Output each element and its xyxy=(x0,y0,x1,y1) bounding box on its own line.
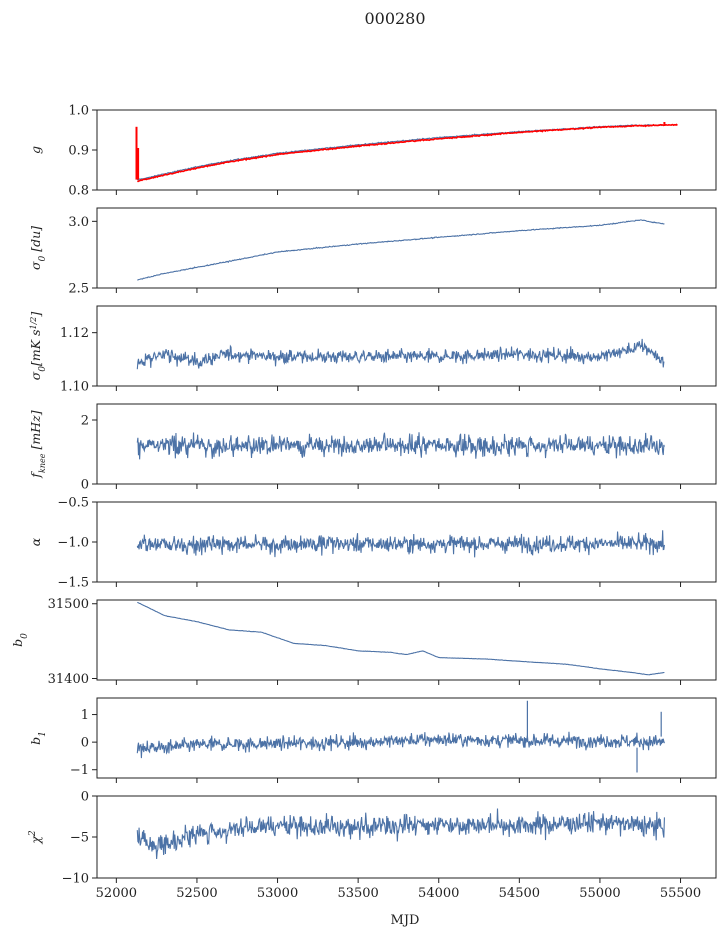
panel-2: 2.5 3.0 σ0 [du] xyxy=(28,207,717,297)
y-tick-label: 1.10 xyxy=(60,380,89,395)
panel-7: −1 0 1 b1 xyxy=(28,697,717,783)
y-tick-label: 1.12 xyxy=(60,326,89,341)
y-tick-label: 2 xyxy=(81,414,89,429)
y-tick-label: −10 xyxy=(62,872,89,887)
panel-3: 1.10 1.12 σ0[mK s1/2] xyxy=(28,305,717,395)
y-axis-label: σ0 [du] xyxy=(28,226,48,270)
series-line-1 xyxy=(136,124,665,181)
y-tick-label: 1.0 xyxy=(68,104,89,119)
series-line-2 xyxy=(137,123,678,183)
panel-6: 31400 31500 b0 xyxy=(10,597,717,687)
series-line-1 xyxy=(136,338,665,370)
series-line-1 xyxy=(137,601,665,676)
series-line-1 xyxy=(136,731,665,759)
y-tick-label: 0.9 xyxy=(68,144,89,159)
figure-title: 000280 xyxy=(364,9,425,28)
y-tick-label: 31500 xyxy=(48,597,89,612)
y-tick-label: 1 xyxy=(81,708,89,723)
y-tick-label: 0 xyxy=(81,736,89,751)
x-tick-label: 53000 xyxy=(257,886,298,901)
y-tick-label: −1 xyxy=(70,763,89,778)
x-tick-label: 53500 xyxy=(337,886,378,901)
x-axis-label: MJD xyxy=(391,913,420,928)
series-line-1 xyxy=(137,219,665,281)
y-tick-label: −5 xyxy=(70,831,89,846)
y-tick-label: 0 xyxy=(81,478,89,493)
y-axis-label: σ0[mK s1/2] xyxy=(28,312,48,381)
axes-frame xyxy=(96,305,717,387)
y-tick-label: −1.5 xyxy=(57,576,89,591)
x-tick-label: 52000 xyxy=(96,886,137,901)
y-tick-label: −1.0 xyxy=(57,536,89,551)
y-axis-label: χ2 xyxy=(28,830,43,845)
panel-8: −10 −5 0 52000 52500 53000 53500 54000 54500 5500… xyxy=(28,790,717,901)
panels: 0.8 0.9 1.0 g 2.5 3.0 σ0 [du] 1.10 1.12 σ0[mK s1/… xyxy=(10,104,717,901)
x-tick-label: 55000 xyxy=(579,886,620,901)
axes-frame xyxy=(96,109,717,191)
y-tick-label: 3.0 xyxy=(68,215,89,230)
x-tick-label: 54500 xyxy=(499,886,540,901)
y-axis-label: b1 xyxy=(28,731,48,745)
panel-1: 0.8 0.9 1.0 g xyxy=(28,104,717,199)
panel-4: 0 2 fknee [mHz] xyxy=(28,403,717,493)
y-tick-label: −0.5 xyxy=(57,496,89,511)
series-line-1 xyxy=(136,530,665,558)
x-tick-label: 55500 xyxy=(660,886,701,901)
y-axis-label: α xyxy=(28,537,43,546)
axes-frame xyxy=(96,403,717,485)
series-line-1 xyxy=(136,432,665,460)
y-axis-label: b0 xyxy=(10,633,30,647)
y-tick-label: 31400 xyxy=(48,672,89,687)
x-tick-label: 54000 xyxy=(418,886,459,901)
y-tick-label: 2.5 xyxy=(68,282,89,297)
y-axis-label: g xyxy=(28,146,43,154)
axes-frame xyxy=(96,697,717,779)
axes-frame xyxy=(96,207,717,289)
series-line-1 xyxy=(136,808,665,860)
y-tick-label: 0.8 xyxy=(68,184,89,199)
panel-5: −1.5 −1.0 −0.5 α xyxy=(28,496,717,591)
y-tick-label: 0 xyxy=(81,790,89,805)
axes-frame xyxy=(96,599,717,681)
x-tick-label: 52500 xyxy=(176,886,217,901)
y-axis-label: fknee [mHz] xyxy=(28,410,47,478)
